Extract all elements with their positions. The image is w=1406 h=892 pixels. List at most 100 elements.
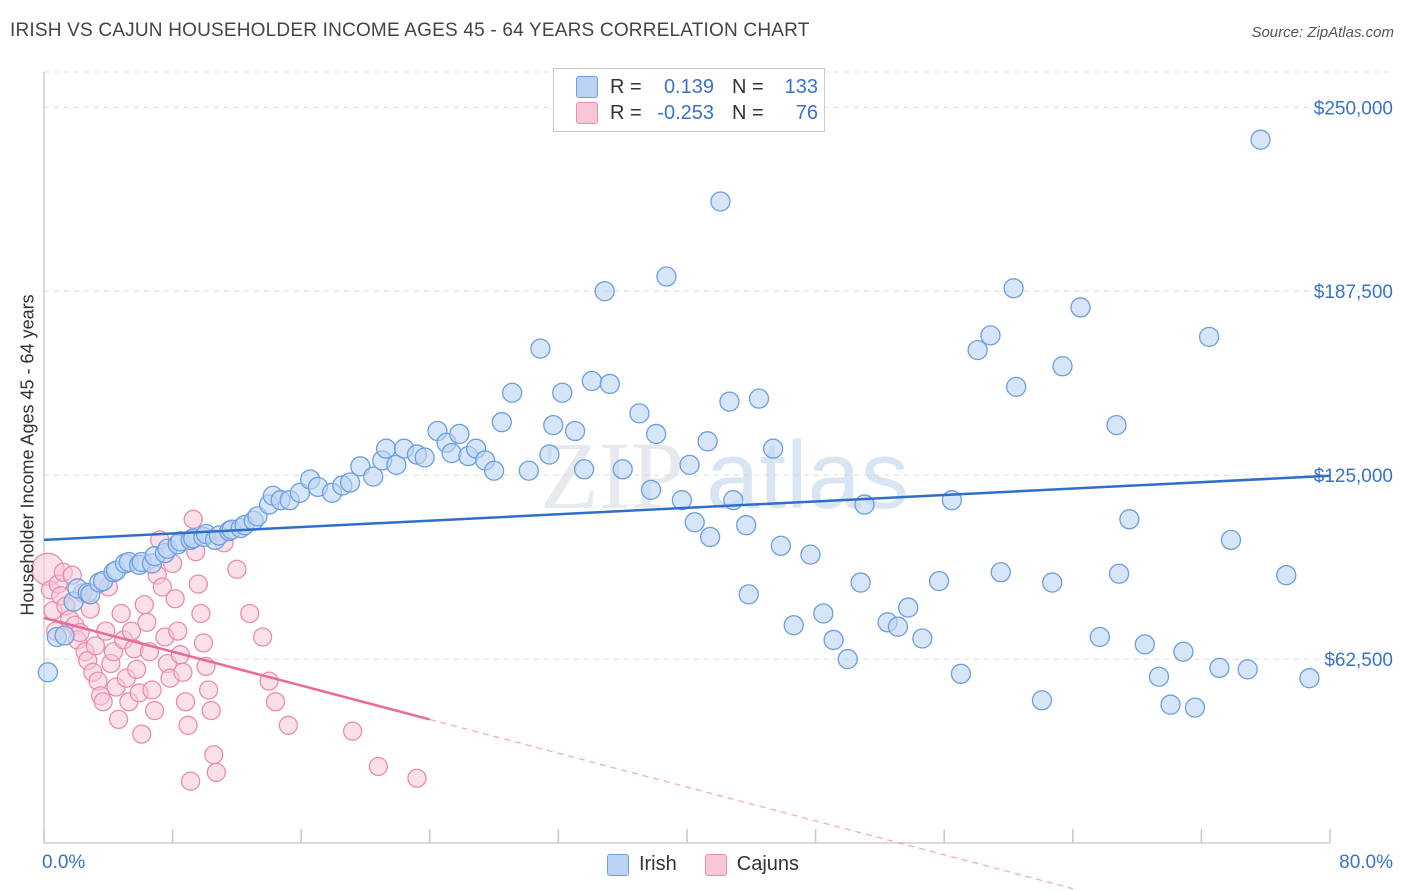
irish-point — [823, 629, 844, 651]
irish-point — [679, 454, 700, 476]
irish-point — [967, 339, 988, 361]
irish-point — [950, 663, 972, 684]
irish-point — [518, 460, 539, 481]
irish-point — [449, 423, 470, 445]
irish-point — [599, 373, 620, 395]
legend-item-cajuns[interactable]: Cajuns — [704, 853, 800, 876]
irish-point — [543, 414, 564, 436]
cajuns-n-label: N = — [732, 101, 764, 124]
cajun-point — [175, 692, 196, 712]
irish-point — [1108, 563, 1130, 584]
irish-point — [684, 512, 705, 533]
irish-point — [800, 544, 821, 565]
irish-point — [990, 562, 1011, 583]
irish-point — [1089, 626, 1110, 648]
correlation-legend: R = 0.139 N = 133 R = -0.253 N = 76 — [553, 68, 825, 132]
irish-point — [491, 412, 512, 433]
irish-point — [1003, 278, 1024, 299]
cajun-point — [178, 715, 198, 735]
cajun-point — [152, 577, 172, 597]
cajun-point — [85, 636, 106, 656]
cajun-point — [278, 715, 298, 735]
cajun-point — [183, 509, 203, 529]
cajun-point — [168, 621, 188, 641]
irish-point — [645, 423, 667, 445]
irish-point — [1160, 694, 1181, 715]
y-tick-label-2: $187,500 — [1314, 282, 1393, 303]
cajun-point — [240, 603, 260, 624]
irish-point — [912, 628, 933, 649]
irish-point — [564, 420, 586, 442]
irish-point — [552, 382, 573, 403]
irish-point — [763, 438, 784, 459]
cajun-point — [134, 594, 154, 615]
series-legend: Irish Cajuns — [0, 853, 1406, 876]
x-axis-min-label: 0.0% — [42, 852, 86, 873]
irish-point — [837, 648, 858, 670]
irish-point — [612, 459, 633, 480]
cajun-point — [204, 745, 224, 765]
legend-item-irish[interactable]: Irish — [606, 853, 677, 876]
cajun-point — [252, 627, 273, 647]
cajun-point — [206, 762, 226, 783]
irish-point — [699, 526, 721, 548]
irish-point — [594, 281, 615, 302]
irish-trend-line — [43, 474, 1331, 542]
cajun-point — [137, 612, 157, 632]
cajun-point — [198, 680, 219, 700]
cajun-point — [165, 589, 185, 609]
cajun-point — [191, 603, 211, 624]
irish-point — [697, 431, 718, 452]
irish-point — [1148, 666, 1170, 687]
cajun-point — [173, 662, 193, 682]
cajun-point — [201, 700, 221, 721]
irish-point — [738, 584, 759, 605]
cajun-point — [132, 724, 152, 744]
cajun-point — [265, 692, 286, 712]
irish-point — [629, 403, 650, 424]
cajuns-r-value: -0.253 — [657, 101, 714, 124]
irish-point — [813, 603, 834, 624]
cajuns-trend-line — [43, 616, 431, 721]
legend-row-irish: R = 0.139 N = 133 — [576, 75, 818, 99]
irish-point — [1106, 414, 1127, 436]
irish-point — [710, 191, 731, 212]
irish-point — [1276, 565, 1297, 586]
cajun-point — [96, 621, 116, 641]
irish-point — [783, 615, 804, 636]
cajuns-swatch — [576, 102, 598, 124]
chart-title: IRISH VS CAJUN HOUSEHOLDER INCOME AGES 4… — [10, 20, 810, 41]
irish-point — [1042, 572, 1063, 593]
grid-layer — [44, 71, 1394, 660]
cajun-point — [180, 771, 201, 791]
irish-point — [386, 454, 407, 476]
y-tick-label-0: $62,500 — [1324, 650, 1393, 671]
irish-point — [980, 325, 1001, 346]
irish-point — [887, 616, 909, 637]
irish-point — [581, 370, 602, 392]
cajun-point — [227, 559, 247, 579]
cajuns-legend-label: Cajuns — [736, 853, 800, 875]
irish-point — [1198, 326, 1220, 347]
cajun-point — [126, 659, 147, 680]
irish-point — [1031, 690, 1053, 711]
x-axis-max-label: 80.0% — [1339, 852, 1393, 873]
irish-point — [1209, 657, 1230, 679]
irish-point — [441, 442, 462, 464]
irish-point — [501, 382, 523, 403]
cajuns-legend-swatch — [704, 853, 727, 876]
trend-lines — [43, 474, 1331, 890]
cajun-point — [193, 633, 214, 653]
irish-swatch — [576, 76, 598, 98]
irish-point — [1237, 659, 1258, 680]
irish-legend-swatch — [606, 853, 629, 876]
irish-point — [1006, 376, 1027, 398]
irish-point — [1299, 668, 1320, 689]
irish-point — [1070, 297, 1091, 318]
irish-point — [1119, 509, 1140, 530]
irish-point — [748, 388, 770, 409]
cajun-point — [407, 768, 427, 788]
irish-point — [1250, 129, 1271, 150]
irish-point — [1184, 697, 1206, 718]
